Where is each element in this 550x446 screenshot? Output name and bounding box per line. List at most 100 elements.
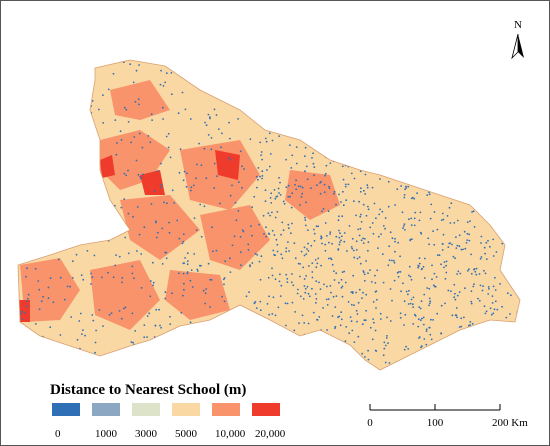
- school-point: [287, 241, 289, 244]
- school-point: [405, 185, 407, 188]
- school-point: [491, 295, 494, 297]
- school-point: [327, 298, 330, 300]
- school-point: [260, 255, 263, 258]
- school-point: [434, 285, 437, 288]
- school-point: [403, 223, 406, 226]
- school-point: [445, 271, 448, 274]
- school-point: [286, 281, 289, 283]
- school-point: [274, 278, 277, 280]
- school-point: [162, 85, 165, 87]
- school-point: [460, 317, 463, 320]
- school-point: [277, 187, 280, 190]
- school-point: [467, 324, 470, 327]
- school-point: [455, 307, 458, 309]
- school-point: [424, 257, 426, 260]
- school-point: [130, 341, 133, 343]
- school-point: [239, 236, 242, 238]
- school-point: [327, 210, 330, 213]
- school-point: [66, 285, 69, 288]
- school-point: [228, 121, 231, 124]
- school-point: [324, 222, 327, 224]
- school-point: [491, 302, 494, 304]
- school-point: [344, 340, 347, 343]
- school-point: [418, 262, 421, 265]
- school-point: [373, 202, 376, 205]
- school-point: [25, 275, 27, 278]
- school-point: [329, 233, 331, 235]
- school-point: [495, 251, 498, 253]
- school-point: [278, 176, 280, 179]
- school-point: [340, 311, 343, 314]
- school-point: [450, 290, 452, 292]
- school-point: [287, 184, 290, 187]
- school-point: [166, 202, 168, 205]
- school-point: [241, 165, 243, 168]
- school-point: [400, 185, 402, 187]
- school-point: [49, 326, 52, 329]
- school-point: [116, 142, 118, 144]
- school-point: [351, 329, 354, 332]
- school-point: [264, 137, 267, 140]
- school-point: [237, 210, 240, 212]
- school-point: [123, 198, 126, 201]
- school-point: [178, 272, 180, 275]
- school-point: [332, 295, 335, 298]
- school-point: [422, 265, 425, 268]
- school-point: [294, 311, 297, 313]
- school-point: [185, 185, 188, 188]
- school-point: [301, 314, 304, 317]
- school-point: [184, 108, 187, 111]
- school-point: [363, 189, 365, 192]
- school-point: [196, 163, 198, 166]
- school-point: [160, 326, 163, 329]
- school-point: [38, 308, 41, 311]
- school-point: [319, 182, 321, 184]
- school-point: [284, 302, 287, 305]
- arrow-right: [518, 34, 524, 58]
- school-point: [156, 170, 159, 172]
- school-point: [282, 229, 285, 232]
- school-point: [155, 236, 158, 239]
- school-point: [468, 268, 470, 271]
- school-point: [339, 324, 342, 327]
- school-point: [221, 295, 223, 298]
- school-point: [86, 250, 89, 252]
- school-point: [456, 294, 459, 297]
- school-point: [377, 247, 379, 250]
- school-point: [27, 293, 30, 296]
- legend-label: 10,000: [215, 428, 246, 440]
- school-point: [182, 179, 185, 182]
- school-point: [428, 287, 431, 290]
- school-point: [224, 260, 227, 263]
- school-point: [487, 239, 489, 242]
- school-point: [229, 271, 232, 273]
- school-point: [472, 210, 475, 213]
- school-point: [494, 289, 497, 291]
- school-point: [403, 348, 406, 351]
- school-point: [343, 270, 346, 273]
- school-point: [412, 306, 414, 308]
- school-point: [308, 265, 310, 267]
- school-point: [210, 279, 213, 281]
- school-point: [473, 268, 476, 270]
- school-point: [430, 318, 432, 321]
- school-point: [369, 226, 372, 229]
- school-point: [409, 275, 412, 278]
- school-point: [272, 296, 275, 299]
- school-point: [340, 235, 343, 238]
- school-point: [405, 290, 408, 293]
- school-point: [191, 286, 194, 288]
- school-point: [488, 288, 490, 290]
- school-point: [261, 170, 264, 173]
- school-point: [268, 233, 271, 236]
- school-point: [446, 215, 449, 217]
- school-point: [483, 269, 485, 272]
- school-point: [429, 333, 432, 336]
- school-point: [165, 135, 168, 138]
- school-point: [193, 217, 196, 220]
- school-point: [470, 253, 472, 256]
- school-point: [316, 262, 319, 265]
- school-point: [71, 277, 74, 279]
- north-label: N: [514, 19, 522, 31]
- school-point: [418, 306, 421, 308]
